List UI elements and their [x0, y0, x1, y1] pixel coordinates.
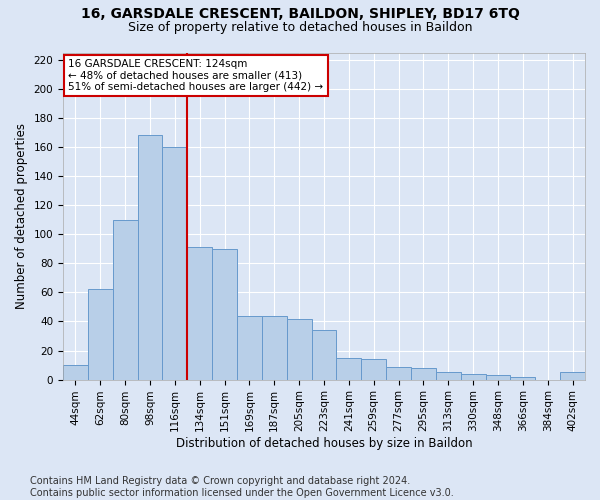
Bar [113, 220, 137, 380]
Text: 16 GARSDALE CRESCENT: 124sqm
← 48% of detached houses are smaller (413)
51% of s: 16 GARSDALE CRESCENT: 124sqm ← 48% of de… [68, 59, 323, 92]
Bar [212, 249, 237, 380]
Text: Size of property relative to detached houses in Baildon: Size of property relative to detached ho… [128, 21, 472, 34]
Bar [560, 372, 585, 380]
Bar [485, 375, 511, 380]
Bar [361, 359, 386, 380]
Text: 16, GARSDALE CRESCENT, BAILDON, SHIPLEY, BD17 6TQ: 16, GARSDALE CRESCENT, BAILDON, SHIPLEY,… [80, 8, 520, 22]
Bar [386, 366, 411, 380]
Bar [411, 368, 436, 380]
Text: Contains HM Land Registry data © Crown copyright and database right 2024.
Contai: Contains HM Land Registry data © Crown c… [30, 476, 454, 498]
Y-axis label: Number of detached properties: Number of detached properties [15, 123, 28, 309]
Bar [63, 365, 88, 380]
Bar [237, 316, 262, 380]
Bar [436, 372, 461, 380]
Bar [262, 316, 287, 380]
X-axis label: Distribution of detached houses by size in Baildon: Distribution of detached houses by size … [176, 437, 472, 450]
Bar [337, 358, 361, 380]
Bar [511, 376, 535, 380]
Bar [287, 318, 311, 380]
Bar [311, 330, 337, 380]
Bar [163, 147, 187, 380]
Bar [187, 248, 212, 380]
Bar [461, 374, 485, 380]
Bar [137, 136, 163, 380]
Bar [88, 290, 113, 380]
